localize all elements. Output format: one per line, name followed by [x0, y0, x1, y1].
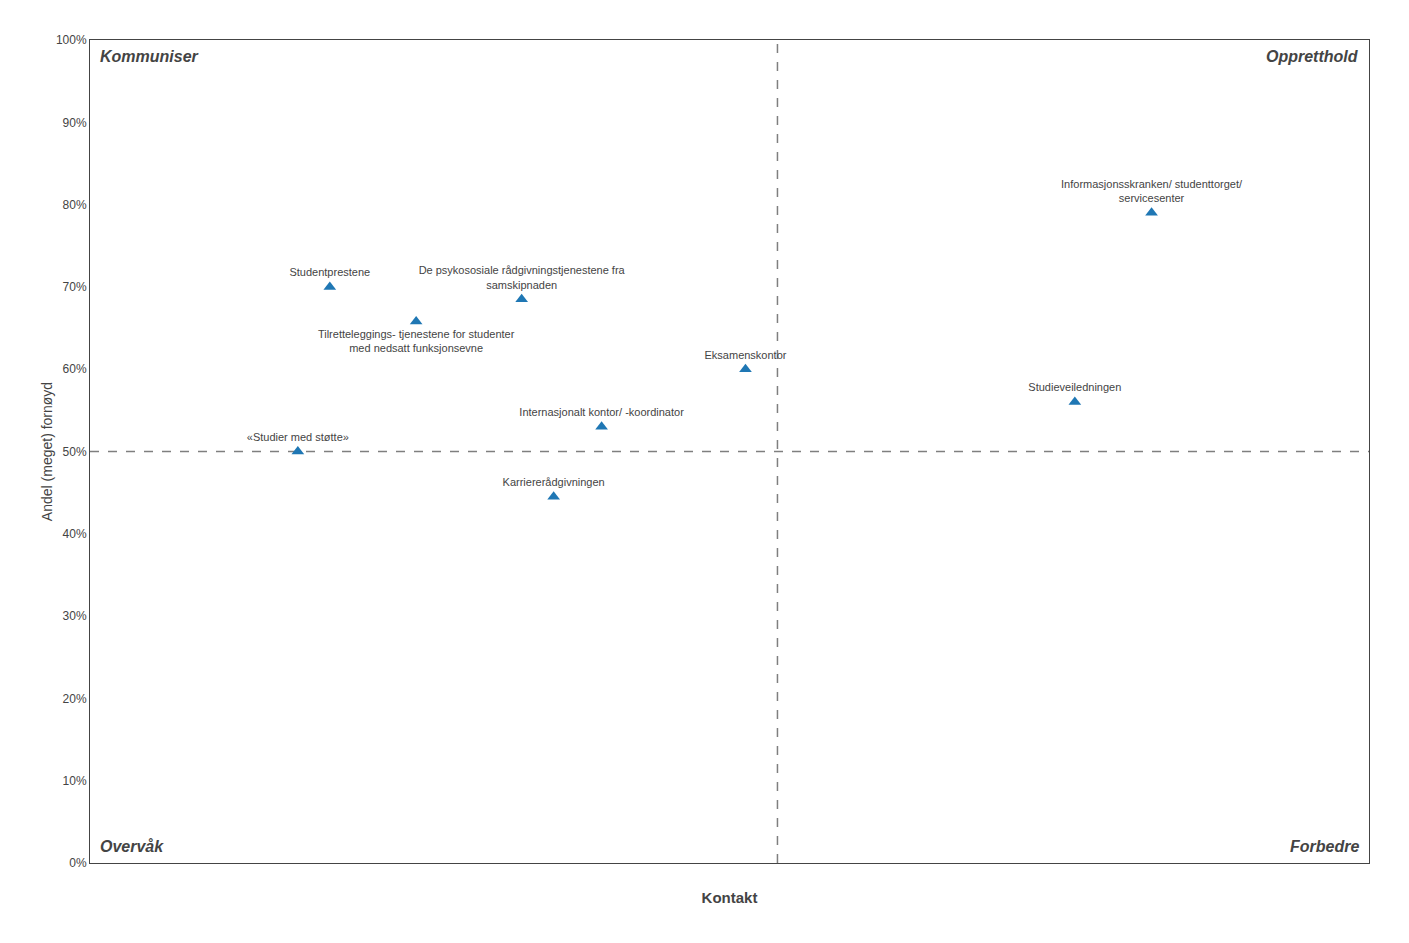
svg-text:90%: 90% — [63, 116, 87, 130]
svg-text:Andel (meget) fornøyd: Andel (meget) fornøyd — [39, 382, 55, 521]
svg-text:20%: 20% — [63, 692, 87, 706]
svg-text:Tilretteleggings- tjenestene f: Tilretteleggings- tjenestene for student… — [318, 328, 515, 354]
svg-text:80%: 80% — [63, 198, 87, 212]
svg-text:100%: 100% — [56, 33, 87, 47]
svg-text:Eksamenskontor: Eksamenskontor — [705, 349, 787, 361]
svg-text:30%: 30% — [63, 609, 87, 623]
svg-text:10%: 10% — [63, 774, 87, 788]
svg-text:Karriererådgivningen: Karriererådgivningen — [503, 476, 605, 488]
svg-text:De psykososiale rådgivningstje: De psykososiale rådgivningstjenestene fr… — [419, 264, 626, 290]
svg-text:Studieveiledningen: Studieveiledningen — [1028, 381, 1121, 393]
svg-text:Internasjonalt kontor/ -koordi: Internasjonalt kontor/ -koordinator — [519, 406, 684, 418]
svg-text:40%: 40% — [63, 527, 87, 541]
svg-text:Informasjonsskranken/ studentt: Informasjonsskranken/ studenttorget/serv… — [1061, 178, 1243, 204]
svg-text:70%: 70% — [63, 280, 87, 294]
svg-text:Forbedre: Forbedre — [1290, 838, 1359, 855]
svg-text:0%: 0% — [69, 856, 87, 870]
svg-text:Overvåk: Overvåk — [100, 838, 164, 855]
svg-text:60%: 60% — [63, 362, 87, 376]
svg-text:Kontakt: Kontakt — [702, 889, 758, 906]
svg-text:«Studier med støtte»: «Studier med støtte» — [247, 431, 349, 443]
svg-text:Kommuniser: Kommuniser — [100, 48, 199, 65]
svg-text:Oppretthold: Oppretthold — [1266, 48, 1359, 65]
svg-text:50%: 50% — [63, 445, 87, 459]
svg-text:Studentprestene: Studentprestene — [289, 266, 370, 278]
